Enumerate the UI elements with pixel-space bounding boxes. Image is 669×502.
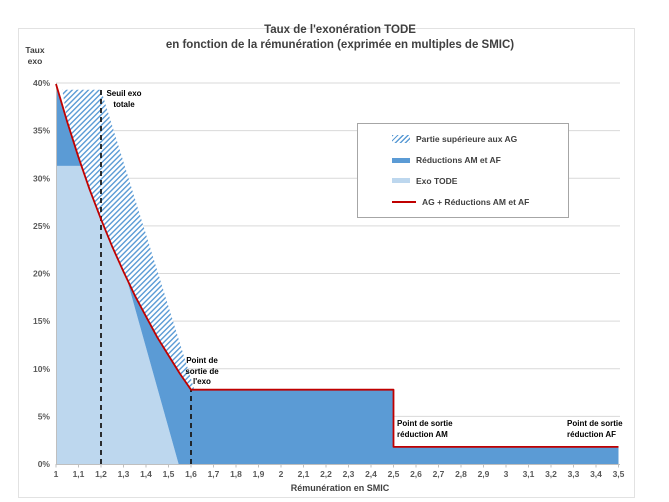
chart-border <box>18 28 635 498</box>
y-tick-label: 15% <box>33 316 50 326</box>
legend-label: Partie supérieure aux AG <box>416 134 518 145</box>
annotation-line: sortie de <box>185 366 219 376</box>
x-tick-label: 1,9 <box>253 469 265 479</box>
x-tick-label: 2,4 <box>365 469 377 479</box>
chart-title-line2: en fonction de la rémunération (exprimée… <box>165 39 515 51</box>
x-tick-label: 1,6 <box>185 469 197 479</box>
x-tick-label: 1 <box>54 469 59 479</box>
x-tick-label: 3 <box>504 469 509 479</box>
y-tick-label: 35% <box>33 126 50 136</box>
legend-item-reductions-am-af: Réductions AM et AF <box>392 155 568 165</box>
y-tick-label: 5% <box>38 411 51 421</box>
y-tick-label: 30% <box>33 173 50 183</box>
y-axis-title-line2: exo <box>27 55 43 66</box>
legend-item-exo-tode: Exo TODE <box>392 176 568 186</box>
annotation-line: réduction AM <box>397 429 448 439</box>
light-blue-swatch-icon <box>392 178 410 184</box>
y-tick-label: 40% <box>33 78 50 88</box>
annotation-line: totale <box>113 99 135 109</box>
legend-label: AG + Réductions AM et AF <box>422 196 530 207</box>
legend-label: Réductions AM et AF <box>416 155 501 166</box>
x-tick-label: 2,1 <box>298 469 310 479</box>
y-tick-label: 0% <box>38 459 51 469</box>
annotation-point-sortie-reduction-af: Point de sortie réduction AF <box>567 419 623 440</box>
y-tick-label: 25% <box>33 221 50 231</box>
y-tick-label: 10% <box>33 364 50 374</box>
x-tick-label: 1,3 <box>118 469 130 479</box>
chart-title-line1: Taux de l'exonération TODE <box>264 24 416 36</box>
hatched-area-partie-superieure <box>62 89 195 390</box>
medium-blue-swatch-icon <box>392 157 410 163</box>
y-axis-title: Taux exo <box>20 45 50 66</box>
x-tick-label: 1,2 <box>95 469 107 479</box>
annotation-point-sortie-exo: Point de sortie de l'exo <box>178 356 226 388</box>
chart-legend: Partie supérieure aux AG Réductions AM e… <box>357 123 569 218</box>
x-tick-label: 1,8 <box>230 469 242 479</box>
x-tick-label: 2,9 <box>478 469 490 479</box>
annotation-point-sortie-reduction-am: Point de sortie réduction AM <box>397 419 453 440</box>
annotation-line: Point de <box>186 356 218 365</box>
x-tick-label: 3,1 <box>523 469 535 479</box>
annotation-line: Seuil exo <box>106 89 142 98</box>
x-tick-label: 3,3 <box>568 469 580 479</box>
x-tick-label: 2,5 <box>388 469 400 479</box>
x-tick-label: 3,5 <box>613 469 625 479</box>
red-line-ag-reductions <box>55 83 619 448</box>
x-tick-label: 1,5 <box>163 469 175 479</box>
annotation-seuil-exo-totale: Seuil exo totale <box>101 89 147 110</box>
x-tick-label: 2 <box>279 469 284 479</box>
x-tick-label: 2,6 <box>410 469 422 479</box>
annotation-line: Point de sortie <box>567 419 623 428</box>
y-axis-title-line1: Taux <box>25 45 45 55</box>
legend-label: Exo TODE <box>416 175 458 186</box>
chart-title: Taux de l'exonération TODE en fonction d… <box>40 23 640 53</box>
x-tick-label: 2,3 <box>343 469 355 479</box>
x-tick-label: 2,7 <box>433 469 445 479</box>
x-tick-label: 3,4 <box>590 469 602 479</box>
annotation-line: Point de sortie <box>397 419 453 428</box>
hatch-swatch-icon <box>392 135 410 144</box>
area-r-ductions-am-et-af <box>56 84 82 166</box>
area-r-ductions-am-et-af <box>125 275 619 464</box>
x-tick-label: 1,4 <box>140 469 152 479</box>
x-tick-label: 1,7 <box>208 469 220 479</box>
area-exo-tode <box>56 165 179 464</box>
x-tick-label: 1,1 <box>73 469 85 479</box>
x-axis-title: Rémunération en SMIC <box>290 483 390 493</box>
legend-item-partie-superieure: Partie supérieure aux AG <box>392 134 568 144</box>
y-tick-label: 20% <box>33 269 50 279</box>
legend-item-ag-reductions: AG + Réductions AM et AF <box>392 197 568 207</box>
x-tick-label: 2,2 <box>320 469 332 479</box>
red-line-swatch-icon <box>392 200 416 203</box>
annotation-line: réduction AF <box>567 429 617 439</box>
x-tick-label: 2,8 <box>455 469 467 479</box>
x-tick-label: 3,2 <box>545 469 557 479</box>
annotation-line: l'exo <box>193 377 211 386</box>
